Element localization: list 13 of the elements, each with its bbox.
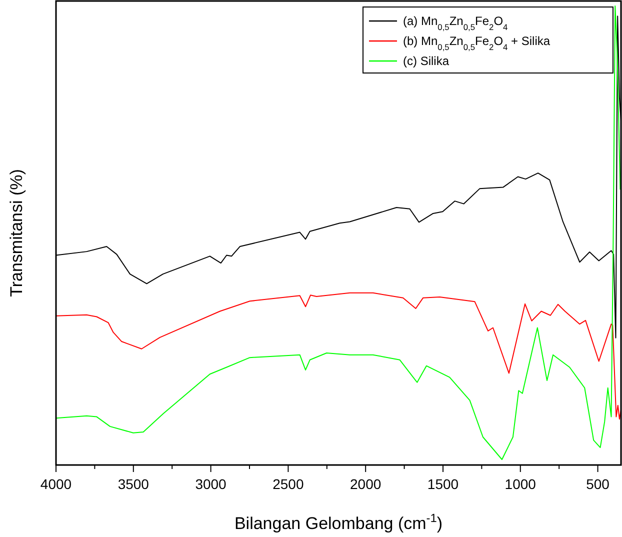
x-tick-label: 2000 [350, 476, 382, 492]
x-tick-label: 1500 [427, 476, 459, 492]
x-tick-label: 3500 [118, 476, 150, 492]
x-tick-label: 3000 [195, 476, 227, 492]
legend-label: (c) Silika [403, 54, 450, 68]
x-tick-label: 500 [586, 476, 610, 492]
text: (b) Mn$_{0,5}$Zn$_{0,5}$Fe$_{2}$O$_{4}$ + Silika [403, 34, 550, 52]
x-tick-label: 2500 [272, 476, 304, 492]
x-tick-label: 1000 [504, 476, 536, 492]
legend-label: (a) Mn$_{0,5}$Zn$_{0,5}$Fe$_{2}$O$_{4}$ [403, 14, 508, 32]
y-axis-title: Transmitansi (%) [7, 169, 26, 297]
x-axis-title: Bilangan Gelombang (cm$^{-1}$) [234, 511, 443, 533]
x-tick-label: 4000 [40, 476, 72, 492]
